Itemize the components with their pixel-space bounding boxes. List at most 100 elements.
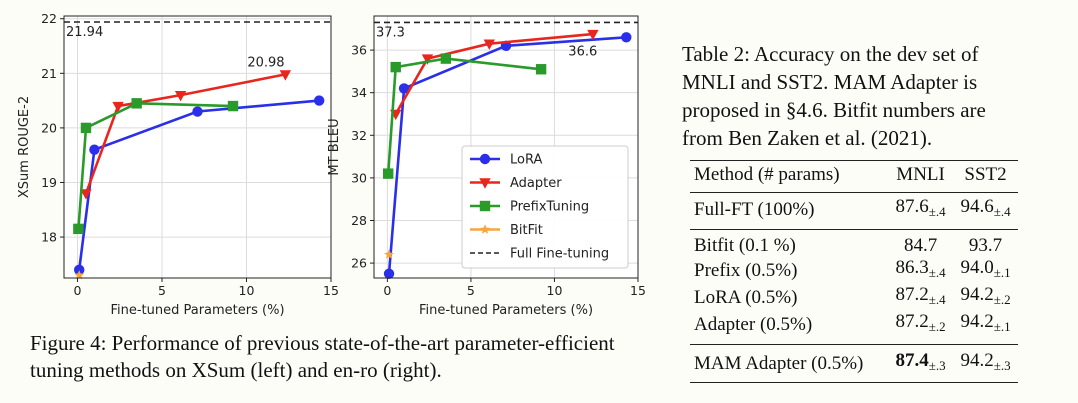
data-label: 36.6: [568, 44, 597, 59]
data-point: [112, 101, 124, 113]
legend-entry: Adapter: [510, 176, 562, 191]
legend-entry: LoRA: [510, 153, 542, 168]
table-row: Full-FT (100%) 87.6±.4 94.6±.4: [690, 192, 1018, 230]
data-point: [227, 100, 239, 112]
data-label: 20.98: [247, 55, 284, 70]
series-line: [394, 32, 594, 115]
data-point: [74, 270, 85, 280]
legend-marker: [480, 224, 490, 234]
mnli-cell: 87.2±.2: [888, 311, 954, 345]
reference-label: 37.3: [376, 25, 405, 40]
data-point: [483, 39, 495, 50]
x-axis-label: Fine-tuned Parameters (%): [110, 303, 284, 318]
sst2-cell: 94.6±.4: [953, 192, 1018, 230]
legend-marker: [479, 153, 491, 165]
series-line: [77, 101, 234, 229]
table-row: Bitfit (0.1 %) 84.7 93.7: [690, 230, 1018, 258]
y-tick-label: 30: [351, 170, 367, 185]
results-table: Method (# params) MNLI SST2 Full-FT (100…: [690, 160, 1018, 383]
data-point: [131, 98, 142, 109]
table-row: Prefix (0.5%) 86.3±.4 94.0±.1: [690, 257, 1018, 284]
x-tick-label: 10: [239, 283, 255, 298]
table-row: Adapter (0.5%) 87.2±.2 94.2±.1: [690, 311, 1018, 345]
y-tick-label: 28: [351, 213, 367, 228]
data-point: [390, 61, 401, 73]
table-row: LoRA (0.5%) 87.2±.4 94.2±.2: [690, 284, 1018, 311]
data-point: [80, 189, 92, 200]
plot-frame: [373, 15, 639, 279]
data-point: [74, 264, 85, 276]
legend-box: [461, 145, 629, 269]
legend-entry: BitFit: [510, 223, 543, 238]
y-tick-label: 22: [41, 11, 57, 26]
legend-marker: [479, 200, 491, 212]
x-axis-label: Fine-tuned Parameters (%): [419, 303, 593, 318]
mt-bleu-chart: 37.3 36.6 0 5 10 15 26 28 30 32 34 36 Fine-tuned Par…: [327, 15, 646, 318]
x-tick-label: 5: [467, 283, 475, 298]
y-tick-label: 20: [41, 120, 57, 135]
plot-frame: [63, 15, 332, 279]
x-tick-label: 0: [383, 283, 391, 298]
y-tick-label: 19: [41, 175, 57, 190]
sst2-cell: 94.2±.2: [960, 284, 1011, 307]
data-point: [89, 144, 100, 155]
data-point: [440, 53, 452, 64]
legend-entry: PrefixTuning: [510, 200, 589, 215]
data-point: [383, 168, 394, 179]
method-cell: Adapter (0.5%): [690, 311, 889, 345]
data-point: [384, 249, 394, 259]
x-tick-label: 15: [630, 283, 646, 298]
table-caption-line: MNLI and SST2. MAM Adapter is: [682, 70, 978, 94]
mnli-cell: 86.3±.4: [895, 257, 946, 280]
y-tick-label: 32: [351, 128, 367, 143]
x-tick-label: 0: [74, 283, 82, 298]
figure-4: 21.94 20.98 0 5 10 15 18 19 20 21 22 Fine-tuned Par…: [17, 11, 646, 318]
figure-caption: Figure 4: Performance of previous state-…: [30, 331, 615, 382]
mnli-cell: 87.6±.4: [888, 192, 954, 230]
header-mnli: MNLI: [888, 160, 954, 193]
data-point: [192, 106, 203, 117]
mnli-cell: 87.2±.4: [895, 284, 946, 307]
header-sst2: SST2: [953, 160, 1018, 193]
data-point: [383, 268, 395, 279]
mnli-cell: 87.4±.3: [888, 344, 954, 383]
data-point: [174, 90, 187, 102]
table-header-row: Method (# params) MNLI SST2: [690, 160, 1018, 193]
legend-entry: Full Fine-tuning: [510, 247, 609, 262]
table-caption-line: Table 2: Accuracy on the dev set of: [682, 42, 979, 66]
header-method: Method (# params): [690, 160, 889, 193]
sst2-cell: 94.2±.3: [953, 344, 1018, 383]
y-tick-label: 36: [351, 43, 367, 58]
table-row: MAM Adapter (0.5%) 87.4±.3 94.2±.3: [690, 344, 1018, 383]
sst2-cell: 94.0±.1: [960, 257, 1011, 280]
table-caption-line: from Ben Zaken et al. (2021).: [682, 126, 933, 150]
mnli-cell: 84.7: [903, 235, 938, 256]
y-tick-label: 26: [351, 256, 367, 271]
data-point: [313, 95, 325, 106]
data-point: [398, 83, 410, 94]
reference-label: 21.94: [66, 25, 103, 40]
data-point: [421, 54, 434, 65]
y-tick-label: 21: [41, 66, 57, 81]
data-point: [279, 70, 292, 81]
method-cell: MAM Adapter (0.5%): [690, 344, 889, 383]
series-line: [77, 99, 320, 270]
method-cell: Prefix (0.5%): [694, 259, 798, 281]
table-caption-line: proposed in §4.6. Bitfit numbers are: [682, 98, 986, 122]
data-point: [587, 29, 599, 41]
x-tick-label: 10: [547, 283, 563, 298]
data-point: [73, 223, 84, 235]
x-tick-label: 5: [158, 283, 166, 298]
y-axis-label: XSum ROUGE-2: [17, 96, 32, 198]
y-axis-label: MT BLEU: [327, 118, 342, 175]
method-cell: Bitfit (0.1 %): [694, 235, 796, 256]
method-cell: Full-FT (100%): [690, 192, 889, 230]
series-line: [387, 36, 627, 274]
plot-area: [64, 16, 331, 278]
method-cell: LoRA (0.5%): [694, 286, 798, 308]
data-point: [621, 32, 632, 43]
data-point: [80, 122, 92, 134]
series-line: [386, 57, 542, 174]
data-point: [535, 64, 547, 75]
y-tick-label: 34: [351, 85, 367, 100]
